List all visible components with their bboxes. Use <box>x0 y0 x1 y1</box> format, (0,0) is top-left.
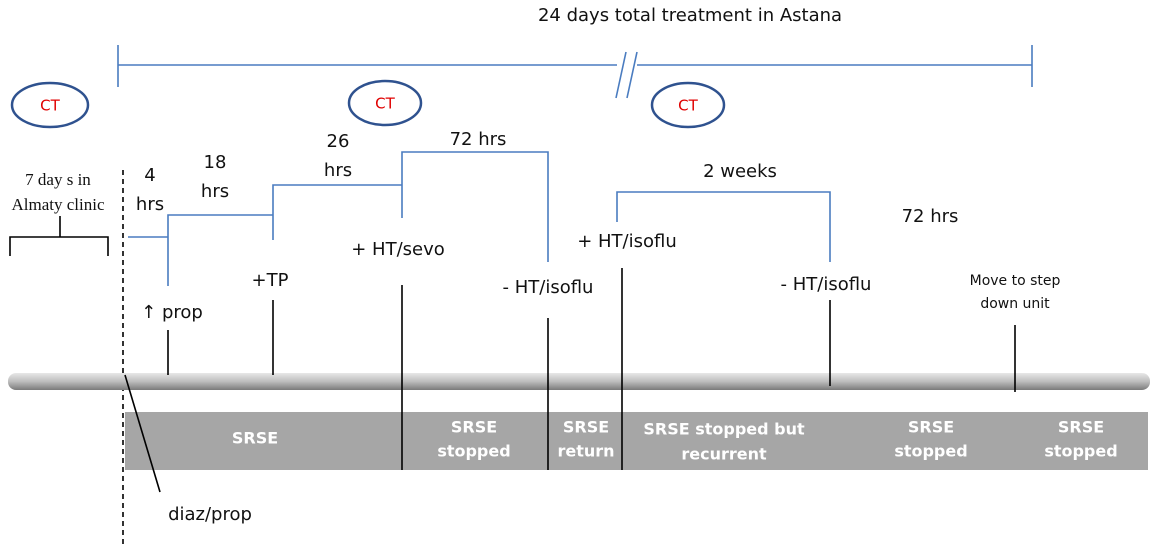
prior-stay: Almaty clinic <box>11 195 104 214</box>
duration: hrs <box>136 194 164 215</box>
staircase <box>128 151 549 286</box>
phase-label: SRSE <box>451 418 497 437</box>
phase-label: SRSE stopped but <box>643 420 805 439</box>
duration: hrs <box>201 181 229 202</box>
event-label: + HT/isoflu <box>577 231 677 252</box>
event-label: diaz/prop <box>168 504 252 525</box>
title: 24 days total treatment in Astana <box>538 5 842 26</box>
duration: hrs <box>324 160 352 181</box>
duration: 4 <box>144 165 155 186</box>
phase-band <box>125 412 1148 470</box>
duration: 2 weeks <box>703 161 777 182</box>
event-label: Move to step <box>970 273 1061 289</box>
phase-label: stopped <box>437 442 510 461</box>
phase-label: stopped <box>894 442 967 461</box>
prior-bracket <box>9 216 109 256</box>
ct-label: CT <box>678 97 698 115</box>
phase-label: SRSE <box>908 418 954 437</box>
phase-label: stopped <box>1044 442 1117 461</box>
event-label: - HT/isoflu <box>781 274 872 295</box>
ct-label: CT <box>375 95 395 113</box>
event-label: +TP <box>252 270 289 291</box>
duration: 18 <box>204 152 227 173</box>
prior-stay: 7 day s in <box>25 170 91 189</box>
timeline-bar <box>8 373 1150 390</box>
phase-label: SRSE <box>232 429 278 448</box>
ct-label: CT <box>40 97 60 115</box>
event-label: + HT/sevo <box>351 239 445 260</box>
phase-label: recurrent <box>681 445 767 464</box>
phase-label: SRSE <box>563 418 609 437</box>
phase-label: SRSE <box>1058 418 1104 437</box>
treatment-bracket <box>117 45 1033 99</box>
two-week-bracket <box>616 191 831 262</box>
event-label: - HT/isoflu <box>503 277 594 298</box>
event-lines <box>124 268 1016 493</box>
duration: 72 hrs <box>902 206 959 227</box>
event-label: down unit <box>980 296 1050 312</box>
phase-label: return <box>557 442 614 461</box>
duration: 72 hrs <box>450 129 507 150</box>
duration: 26 <box>327 131 350 152</box>
ct-markers: CT CT CT <box>10 79 726 129</box>
event-label: ↑ prop <box>141 302 203 323</box>
